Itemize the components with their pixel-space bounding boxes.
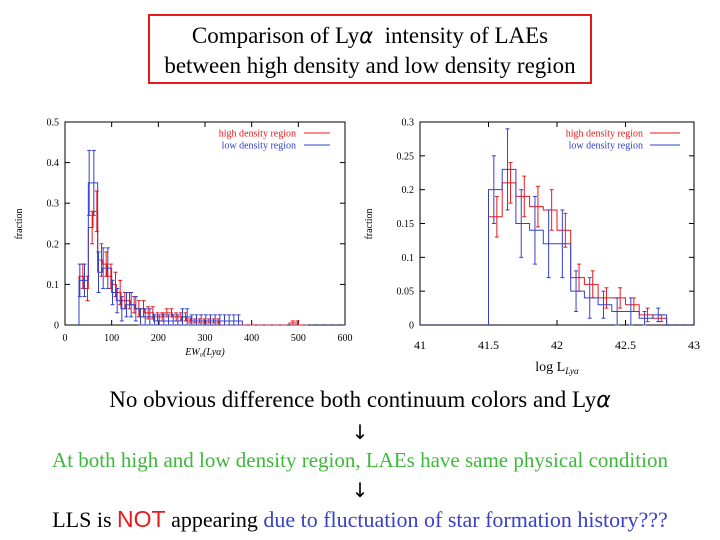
legend-label: low density region	[222, 141, 296, 152]
title-box: Comparison of Lyα intensity of LAEs betw…	[148, 14, 592, 84]
title-text-a: Comparison of Ly	[191, 23, 360, 48]
x-tick-label: 200	[151, 333, 166, 344]
x-tick-label: 300	[198, 333, 213, 344]
histogram-series-low	[488, 168, 668, 325]
legend-label: high density region	[566, 129, 643, 140]
statement-lls: LLS is NOT appearing due to fluctuation …	[0, 506, 720, 533]
x-tick-label: 0	[63, 333, 68, 344]
y-tick-label: 0.1	[47, 280, 60, 291]
title-alpha: α	[359, 24, 374, 48]
y-tick-label: 0.3	[402, 118, 415, 129]
statement-no-difference-text: No obvious difference both continuum col…	[109, 387, 597, 412]
statement-alpha: α	[596, 388, 611, 413]
ew-histogram-chart: 0 0.1 0.2 0.3 0.4 0.5 0 100 200 300 400 500 600 fract…	[14, 118, 353, 359]
legend-label: high density region	[219, 129, 296, 140]
y-tick-label: 0.3	[47, 199, 60, 210]
y-tick-label: 0.1	[402, 253, 415, 264]
y-tick-label: 0.4	[47, 158, 60, 169]
y-tick-label: 0.25	[397, 151, 415, 162]
y-axis-label: fraction	[14, 208, 25, 239]
x-tick-label: 42	[551, 338, 563, 352]
statement-same-condition: At both high and low density region, LAE…	[52, 448, 668, 472]
statement-fluctuation: due to fluctuation of star formation his…	[263, 507, 668, 532]
x-axis-label: EW₀(Lyα)	[184, 347, 225, 358]
x-axis-label: log LLyα	[535, 360, 579, 376]
x-tick-label: 42.5	[615, 338, 636, 352]
statement-no-difference: No obvious difference both continuum col…	[0, 387, 720, 413]
histogram-series-high	[488, 182, 668, 325]
title-line-2: between high density and low density reg…	[164, 53, 576, 78]
x-axis-label-subscript: Lyα	[564, 366, 579, 376]
x-tick-label: 100	[104, 333, 119, 344]
title-line-1: Comparison of Lyα intensity of LAEs	[150, 21, 590, 51]
x-tick-label: 400	[244, 333, 259, 344]
y-tick-label: 0.5	[47, 118, 60, 129]
x-tick-label: 600	[338, 333, 353, 344]
luminosity-histogram-chart: 0 0.05 0.1 0.15 0.2 0.25 0.3 41 41.5 42 42.5 43 frac…	[364, 118, 700, 377]
x-tick-label: 43	[688, 338, 700, 352]
statement-not: NOT	[117, 506, 166, 532]
down-arrow-icon: ↓	[351, 478, 369, 502]
down-arrow-icon: ↓	[351, 420, 369, 444]
y-axis-label: fraction	[364, 208, 375, 239]
y-tick-label: 0	[54, 321, 59, 332]
y-tick-label: 0	[409, 321, 414, 332]
statement-lls-pre: LLS is	[52, 507, 118, 532]
statement-lls-mid: appearing	[165, 507, 264, 532]
histogram-series-low	[78, 182, 243, 325]
title-text-b: intensity of LAEs	[373, 23, 549, 48]
y-tick-label: 0.05	[397, 287, 415, 298]
y-tick-label: 0.2	[47, 239, 60, 250]
legend-label: low density region	[569, 141, 643, 152]
y-tick-label: 0.2	[402, 185, 415, 196]
x-tick-label: 41.5	[478, 338, 499, 352]
x-tick-label: 500	[291, 333, 306, 344]
x-tick-label: 41	[414, 338, 426, 352]
y-tick-label: 0.15	[397, 219, 415, 230]
